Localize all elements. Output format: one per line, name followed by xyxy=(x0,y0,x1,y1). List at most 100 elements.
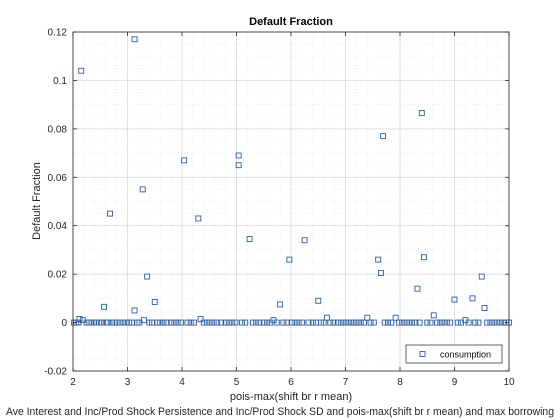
data-point xyxy=(309,319,316,326)
data-point xyxy=(380,133,387,140)
data-point xyxy=(305,319,312,326)
data-point xyxy=(78,67,85,74)
data-point xyxy=(246,236,253,242)
data-point xyxy=(171,319,178,326)
data-point xyxy=(151,299,158,305)
data-point xyxy=(395,319,402,326)
y-tick-label: 0.08 xyxy=(48,124,68,135)
legend-entry-consumption: consumption xyxy=(440,350,491,360)
data-point xyxy=(405,319,412,326)
data-point xyxy=(494,319,500,326)
data-point xyxy=(144,273,151,280)
x-tick-label: 7 xyxy=(343,377,349,388)
data-point xyxy=(210,319,217,326)
x-tick-label: 8 xyxy=(397,377,403,388)
data-point xyxy=(388,319,395,326)
data-point xyxy=(136,319,143,326)
data-point xyxy=(168,319,175,326)
data-point xyxy=(184,319,191,326)
x-axis-label: pois-max(shift br r mean) xyxy=(230,391,352,403)
data-point xyxy=(273,319,280,326)
data-point xyxy=(238,319,245,326)
y-tick-label: 0.06 xyxy=(48,173,68,184)
data-point xyxy=(399,319,406,326)
data-point xyxy=(295,319,302,326)
x-tick-label: 5 xyxy=(234,377,240,388)
data-point xyxy=(191,319,197,326)
y-tick-label: -0.02 xyxy=(44,367,67,378)
data-point xyxy=(207,319,214,326)
data-point xyxy=(437,319,444,326)
legend-marker-icon xyxy=(419,351,426,357)
data-point xyxy=(454,319,461,326)
data-point xyxy=(414,285,421,292)
data-point xyxy=(484,319,491,326)
data-point xyxy=(260,319,267,326)
y-tick-label: 0.1 xyxy=(53,76,67,87)
data-point xyxy=(139,186,146,193)
data-point xyxy=(465,319,472,326)
x-tick-label: 3 xyxy=(125,377,131,388)
data-point xyxy=(377,269,384,276)
data-point xyxy=(427,319,434,326)
data-point xyxy=(101,303,108,310)
data-point xyxy=(327,319,334,326)
data-point xyxy=(341,319,348,326)
data-point xyxy=(497,319,504,326)
data-point xyxy=(344,319,351,326)
data-point xyxy=(416,319,423,326)
data-points xyxy=(71,36,512,326)
data-point xyxy=(200,319,207,326)
legend: consumption xyxy=(405,344,503,364)
x-tick-label: 9 xyxy=(452,377,458,388)
data-point xyxy=(235,152,242,159)
data-point xyxy=(264,319,270,326)
data-point xyxy=(412,319,419,326)
data-point xyxy=(292,319,299,326)
data-point xyxy=(490,319,497,326)
data-point xyxy=(229,319,236,326)
data-point xyxy=(120,319,127,326)
data-point xyxy=(113,319,120,326)
data-point xyxy=(367,319,374,326)
data-point xyxy=(177,319,184,326)
data-point xyxy=(301,237,308,244)
data-point xyxy=(472,319,479,326)
data-point xyxy=(76,315,83,322)
data-point xyxy=(424,319,431,326)
data-point xyxy=(242,319,249,326)
x-tick-label: 6 xyxy=(288,377,294,388)
data-point xyxy=(351,319,358,326)
chart-title: Default Fraction xyxy=(249,16,333,28)
x-tick-label: 2 xyxy=(70,377,76,388)
data-point xyxy=(364,314,371,321)
data-point xyxy=(434,319,441,326)
data-point xyxy=(225,319,232,326)
data-point xyxy=(440,319,447,326)
data-point xyxy=(443,319,450,326)
data-point xyxy=(354,319,361,326)
data-point xyxy=(160,319,167,326)
data-point xyxy=(249,319,256,326)
x-tick-label: 10 xyxy=(503,377,515,388)
data-point xyxy=(235,162,242,169)
data-point xyxy=(478,273,485,280)
y-tick-label: 0.02 xyxy=(48,270,68,281)
data-point xyxy=(392,314,399,321)
data-point xyxy=(418,110,425,117)
data-point xyxy=(213,319,220,326)
data-point xyxy=(187,319,194,326)
data-point xyxy=(197,315,204,322)
data-point xyxy=(289,319,296,326)
data-point xyxy=(298,319,305,326)
data-point xyxy=(334,319,341,326)
data-point xyxy=(116,319,123,326)
data-point xyxy=(253,319,260,326)
data-point xyxy=(357,319,364,326)
data-point xyxy=(469,295,476,302)
data-point xyxy=(107,210,114,217)
data-point xyxy=(195,215,202,222)
data-point xyxy=(181,157,188,164)
data-point xyxy=(267,319,274,326)
